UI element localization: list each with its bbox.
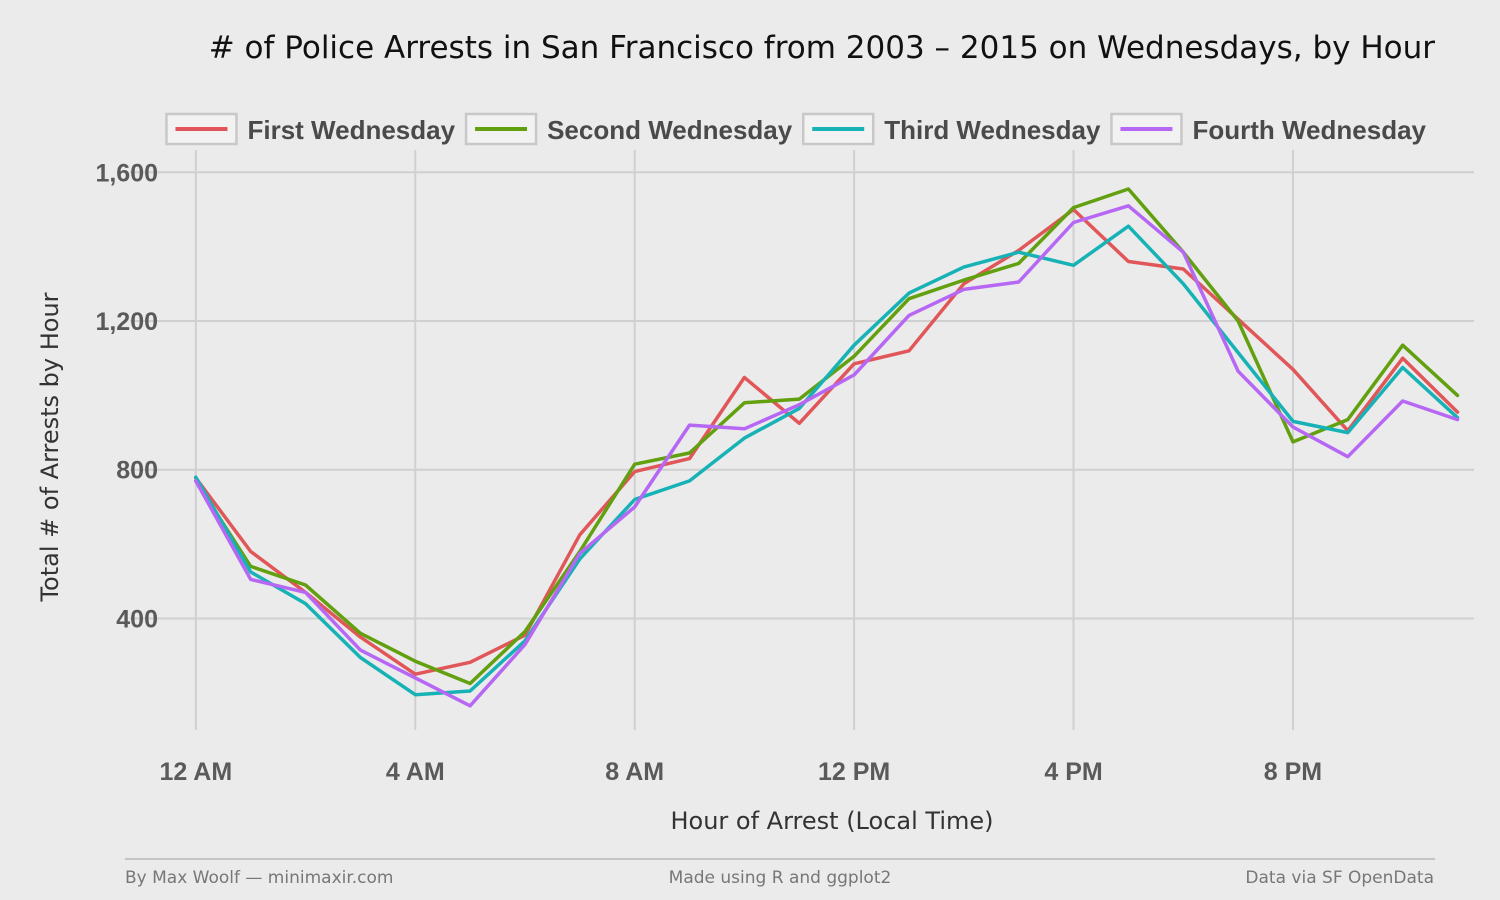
series-line-1: [194, 207, 1460, 676]
legend-label: Fourth Wednesday: [1192, 115, 1426, 145]
footer-credit: By Max Woolf — minimaxir.com: [125, 868, 394, 888]
legend-item-1: First Wednesday: [165, 112, 456, 146]
x-tick-label: 8 AM: [605, 758, 664, 786]
series-lines: [194, 187, 1460, 708]
y-tick-label: 800: [116, 457, 158, 485]
chart-legend: First Wednesday Second Wednesday Third Wed…: [165, 112, 1427, 146]
x-tick-label: 4 PM: [1044, 758, 1102, 786]
y-tick-label: 1,600: [95, 159, 158, 187]
legend-label: Third Wednesday: [884, 115, 1101, 145]
y-tick-label: 400: [116, 605, 158, 633]
legend-item-4: Fourth Wednesday: [1110, 112, 1427, 146]
footer-tool: Made using R and ggplot2: [669, 868, 892, 888]
x-tick-label: 8 PM: [1264, 758, 1322, 786]
gridlines: [130, 150, 1474, 730]
series-line-2: [194, 187, 1460, 686]
y-axis-title: Total # of Arrests by Hour: [36, 292, 64, 602]
x-axis-title: Hour of Arrest (Local Time): [670, 807, 993, 835]
x-axis-ticks: 12 AM 4 AM 8 AM 12 PM 4 PM 8 PM: [159, 758, 1322, 786]
x-tick-label: 4 AM: [386, 758, 445, 786]
y-tick-label: 1,200: [95, 308, 158, 336]
x-tick-label: 12 AM: [159, 758, 232, 786]
x-tick-label: 12 PM: [818, 758, 890, 786]
y-axis-ticks: 400 800 1,200 1,600: [95, 159, 158, 633]
chart-title: # of Police Arrests in San Francisco fro…: [209, 30, 1436, 66]
legend-item-2: Second Wednesday: [464, 112, 793, 146]
legend-label: First Wednesday: [247, 115, 455, 145]
series-line-4: [194, 204, 1460, 708]
footer-source: Data via SF OpenData: [1245, 868, 1434, 888]
legend-label: Second Wednesday: [547, 115, 793, 145]
series-line-3: [194, 224, 1460, 697]
legend-item-3: Third Wednesday: [801, 112, 1101, 146]
